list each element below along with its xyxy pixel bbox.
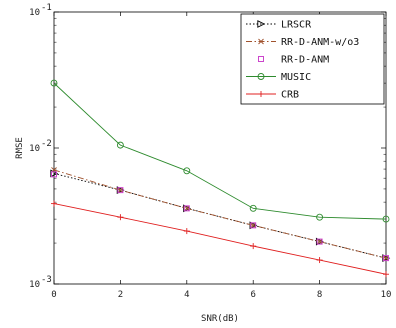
data-point-crb — [383, 271, 389, 278]
data-point-rr-d-anm-w-o3 — [250, 222, 257, 229]
data-point-crb — [183, 228, 190, 235]
x-tick-label: 4 — [184, 290, 189, 300]
series-rr-d-anm-w-o3 — [51, 167, 389, 261]
y-tick-exponent: -1 — [41, 3, 52, 13]
data-point-rr-d-anm — [250, 222, 257, 229]
series-rr-d-anm — [51, 171, 389, 262]
data-point-lrscr — [315, 237, 324, 246]
data-point-rr-d-anm — [183, 205, 190, 212]
legend-marker-crb — [258, 91, 264, 97]
data-point-rr-d-anm — [383, 255, 389, 262]
series-music — [50, 79, 390, 223]
legend-label-rr-d-anm-w-o3: RR-D-ANM-w/o3 — [281, 37, 359, 48]
legend-entry-music: MUSIC — [246, 72, 311, 83]
series-line-lrscr — [53, 173, 387, 259]
x-tick-label: 2 — [118, 290, 123, 300]
data-point-rr-d-anm — [51, 171, 57, 178]
data-point-lrscr — [249, 221, 258, 230]
data-point-rr-d-anm-w-o3-stroke — [316, 238, 323, 245]
legend: LRSCR RR-D-ANM-w/o3 RR-D-ANM MUSIC CRB — [240, 13, 385, 105]
data-point-crb — [250, 243, 257, 250]
data-point-crb — [316, 257, 323, 264]
data-point-rr-d-anm-w-o3 — [316, 238, 323, 245]
x-tick-label: 6 — [250, 290, 255, 300]
y-tick-base: 10 — [29, 280, 40, 290]
legend-entry-lrscr: LRSCR — [246, 20, 312, 31]
data-point-rr-d-anm-w-o3-stroke — [117, 187, 124, 193]
y-tick-base: 10 — [29, 144, 40, 154]
legend-label-crb: CRB — [281, 90, 299, 101]
legend-entry-crb: CRB — [246, 90, 299, 101]
data-point-music — [183, 167, 191, 175]
x-tick-label: 0 — [51, 290, 56, 300]
legend-label-rr-d-anm: RR-D-ANM — [281, 55, 329, 66]
series-lrscr — [50, 169, 391, 263]
data-point-crb — [51, 200, 57, 207]
legend-entry-rr-d-anm-w-o3: RR-D-ANM-w/o3 — [246, 37, 359, 48]
data-point-rr-d-anm-w-o3 — [383, 255, 389, 261]
y-tick-exponent: -3 — [41, 275, 52, 285]
y-tick-exponent: -2 — [41, 139, 52, 149]
y-tick-base: 10 — [29, 8, 40, 18]
data-point-music — [382, 215, 390, 223]
legend-label-lrscr: LRSCR — [281, 20, 312, 31]
x-tick-label: 10 — [381, 290, 392, 300]
legend-marker-music — [257, 73, 265, 80]
x-tick-label: 8 — [317, 290, 322, 300]
data-point-music — [50, 79, 58, 87]
data-point-rr-d-anm-w-o3 — [183, 205, 190, 212]
legend-marker-lrscr — [257, 20, 266, 28]
data-point-rr-d-anm-w-o3-stroke — [250, 222, 257, 229]
data-point-music — [316, 213, 324, 221]
data-point-lrscr — [183, 204, 192, 213]
data-point-lrscr — [382, 254, 391, 263]
y-axis-title: RMSE — [15, 137, 25, 159]
data-point-rr-d-anm-w-o3-stroke — [183, 205, 190, 212]
legend-box — [240, 13, 385, 105]
legend-label-music: MUSIC — [281, 72, 311, 83]
data-point-lrscr — [116, 186, 125, 195]
data-point-rr-d-anm — [117, 187, 124, 194]
y-tick-label: 10 — [29, 144, 40, 154]
data-point-music — [249, 204, 257, 212]
data-point-crb — [117, 214, 124, 221]
legend-marker-rr-d-anm — [258, 56, 264, 62]
series-layer — [50, 79, 391, 278]
y-tick-label: 10 — [29, 8, 40, 18]
legend-marker-rr-d-anm-w-o3-stroke — [258, 38, 264, 45]
series-crb — [51, 200, 389, 278]
data-point-rr-d-anm — [316, 238, 323, 245]
legend-marker-rr-d-anm-w-o3 — [258, 38, 264, 45]
series-line-crb — [53, 203, 387, 275]
series-line-music — [53, 82, 387, 220]
data-point-rr-d-anm-w-o3 — [117, 187, 124, 193]
y-tick-label: 10 — [29, 280, 40, 290]
data-point-rr-d-anm-w-o3-stroke — [383, 255, 389, 261]
data-point-music — [116, 141, 124, 149]
x-axis-title: SNR(dB) — [201, 314, 239, 324]
legend-entry-rr-d-anm: RR-D-ANM — [258, 55, 329, 66]
